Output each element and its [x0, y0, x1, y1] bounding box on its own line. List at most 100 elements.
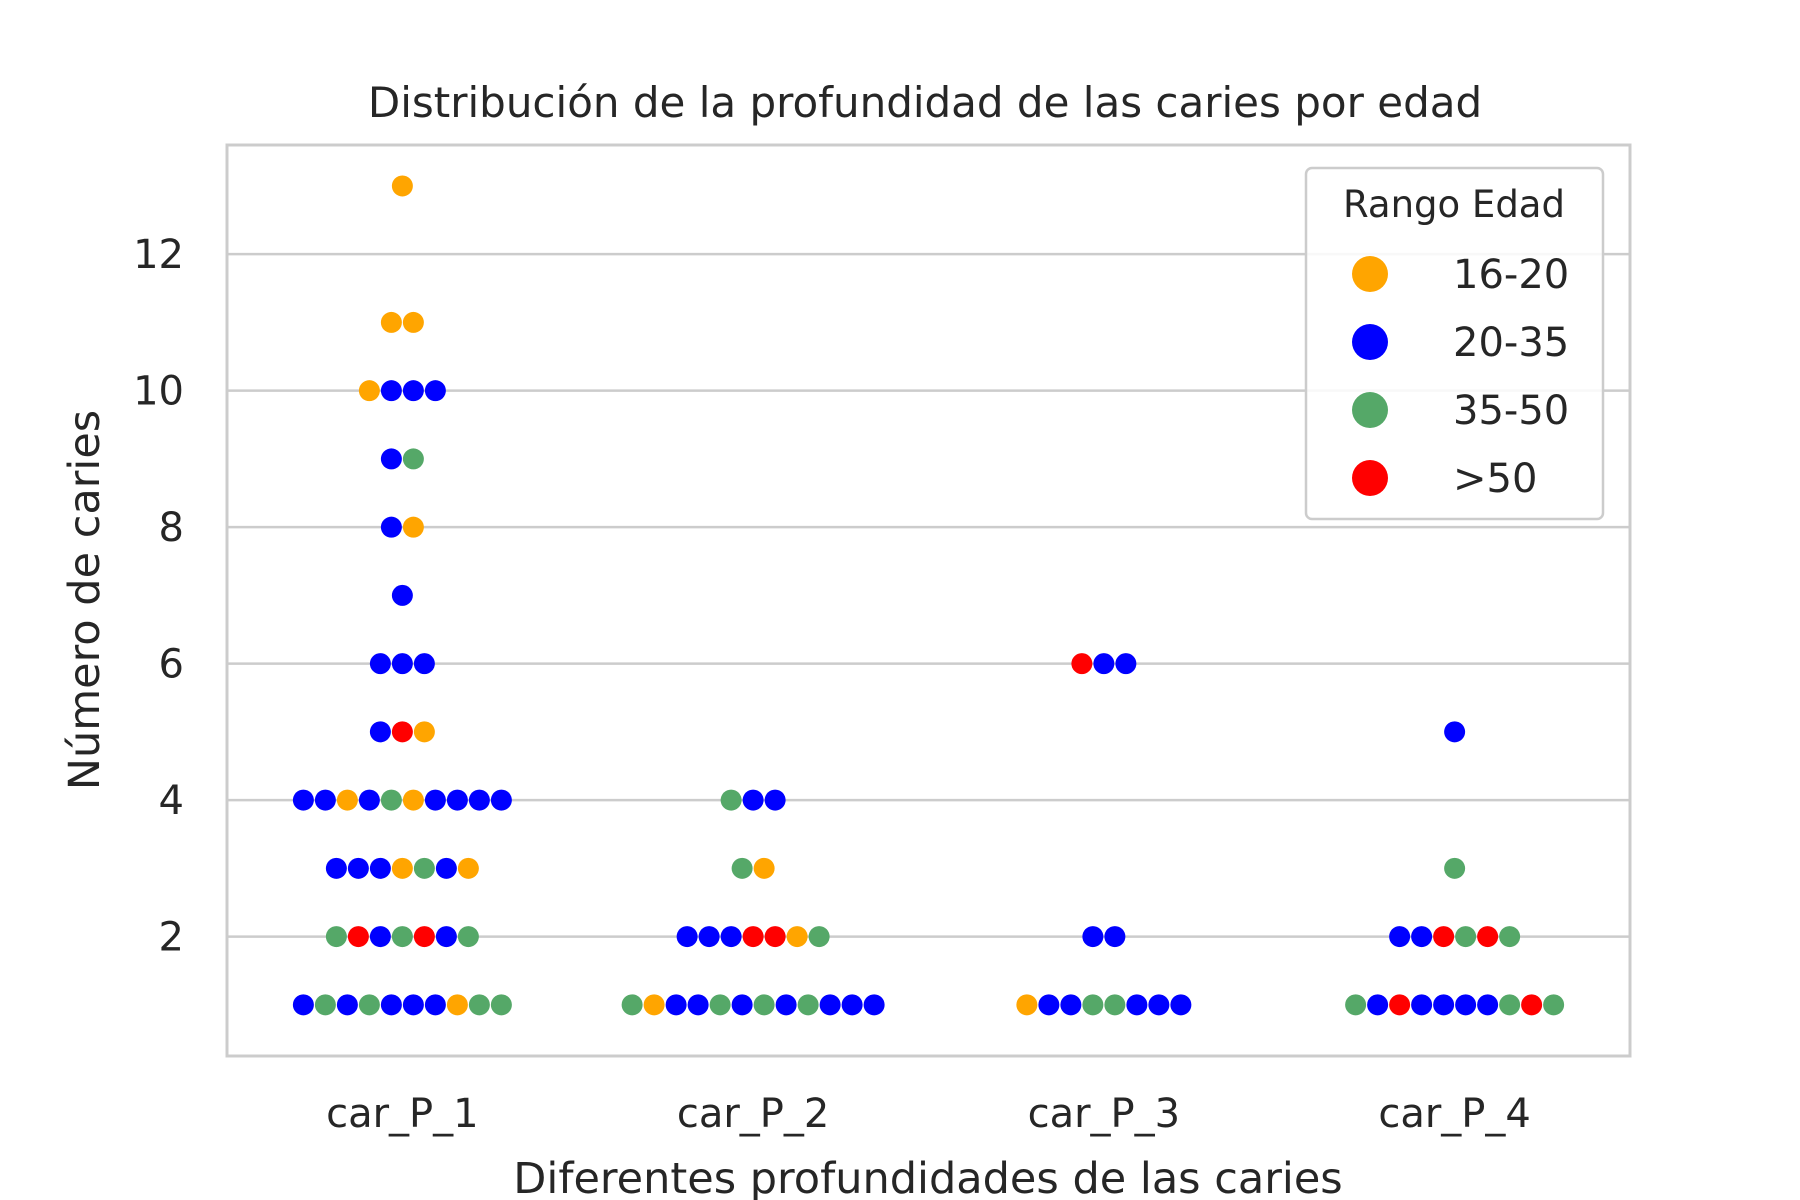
y-tick-4: 4	[159, 778, 184, 824]
point-car-p-4-y1-2	[1367, 994, 1389, 1016]
point-car-p-3-y1-2	[1038, 994, 1060, 1016]
point-car-p-4-y2-4	[1455, 926, 1477, 948]
point-car-p-1-y1-1	[292, 994, 314, 1016]
legend-marker-1	[1352, 256, 1388, 292]
point-car-p-1-y6-3	[413, 653, 435, 675]
point-car-p-1-y6-2	[391, 653, 413, 675]
point-car-p-1-y9-2	[402, 448, 424, 470]
point-car-p-2-y4-1	[720, 789, 742, 811]
point-car-p-3-y6-2	[1093, 653, 1115, 675]
point-car-p-2-y1-5	[709, 994, 731, 1016]
legend-label-2: 20-35	[1453, 320, 1569, 366]
point-car-p-1-y1-10	[490, 994, 512, 1016]
point-car-p-2-y3-1	[731, 857, 753, 879]
point-car-p-1-y3-2	[347, 857, 369, 879]
legend-box	[1304, 166, 1605, 521]
point-car-p-1-y4-4	[358, 789, 380, 811]
point-car-p-4-y2-1	[1389, 926, 1411, 948]
point-car-p-3-y6-3	[1115, 653, 1137, 675]
point-car-p-4-y1-6	[1455, 994, 1477, 1016]
point-car-p-4-y2-6	[1499, 926, 1521, 948]
point-car-p-1-y2-4	[391, 926, 413, 948]
point-car-p-4-y2-5	[1477, 926, 1499, 948]
point-car-p-1-y1-7	[424, 994, 446, 1016]
point-car-p-1-y1-9	[468, 994, 490, 1016]
point-car-p-2-y2-7	[808, 926, 830, 948]
point-car-p-2-y1-7	[753, 994, 775, 1016]
point-car-p-1-y2-2	[347, 926, 369, 948]
y-tick-labels: 2 4 6 8 10 12	[133, 232, 184, 960]
point-car-p-3-y1-8	[1170, 994, 1192, 1016]
point-car-p-4-y1-9	[1521, 994, 1543, 1016]
point-car-p-1-y1-8	[446, 994, 468, 1016]
point-car-p-2-y1-1	[621, 994, 643, 1016]
legend-marker-2	[1352, 324, 1388, 360]
point-car-p-4-y1-7	[1477, 994, 1499, 1016]
legend-label-1: 16-20	[1453, 252, 1569, 298]
point-car-p-3-y1-1	[1016, 994, 1038, 1016]
chart-title: Distribución de la profundidad de las ca…	[368, 78, 1482, 127]
point-car-p-2-y1-2	[643, 994, 665, 1016]
point-car-p-1-y2-5	[413, 926, 435, 948]
point-car-p-2-y1-10	[819, 994, 841, 1016]
point-car-p-1-y4-1	[292, 789, 314, 811]
point-car-p-1-y1-4	[358, 994, 380, 1016]
y-tick-8: 8	[159, 505, 184, 551]
point-car-p-1-y8-2	[402, 516, 424, 538]
point-car-p-2-y1-9	[797, 994, 819, 1016]
point-car-p-2-y2-6	[786, 926, 808, 948]
point-car-p-3-y1-4	[1082, 994, 1104, 1016]
data-points	[292, 175, 1565, 1016]
point-car-p-2-y1-3	[665, 994, 687, 1016]
point-car-p-1-y3-1	[325, 857, 347, 879]
point-car-p-1-y2-1	[325, 926, 347, 948]
x-tick-car-p-4: car_P_4	[1378, 1091, 1531, 1137]
point-car-p-1-y7-1	[391, 584, 413, 606]
point-car-p-3-y1-7	[1148, 994, 1170, 1016]
point-car-p-1-y4-6	[402, 789, 424, 811]
point-car-p-4-y2-3	[1433, 926, 1455, 948]
y-tick-2: 2	[159, 915, 184, 961]
point-car-p-1-y4-10	[490, 789, 512, 811]
plot-frame	[225, 143, 1632, 1058]
point-car-p-1-y1-2	[314, 994, 336, 1016]
x-axis-label: Diferentes profundidades de las caries	[513, 1154, 1342, 1200]
point-car-p-1-y1-5	[380, 994, 402, 1016]
point-car-p-1-y5-1	[369, 721, 391, 743]
y-tick-12: 12	[133, 232, 184, 278]
point-car-p-1-y2-6	[435, 926, 457, 948]
point-car-p-2-y2-1	[676, 926, 698, 948]
point-car-p-2-y2-3	[720, 926, 742, 948]
x-tick-labels: car_P_1 car_P_2 car_P_3 car_P_4	[326, 1091, 1531, 1137]
point-car-p-2-y1-12	[863, 994, 885, 1016]
point-car-p-1-y4-5	[380, 789, 402, 811]
point-car-p-1-y9-1	[380, 448, 402, 470]
point-car-p-1-y3-4	[391, 857, 413, 879]
point-car-p-1-y11-2	[402, 311, 424, 333]
point-car-p-1-y1-6	[402, 994, 424, 1016]
point-car-p-1-y4-3	[336, 789, 358, 811]
y-axis-label: Número de caries	[60, 410, 110, 790]
point-car-p-1-y11-1	[380, 311, 402, 333]
point-car-p-4-y3-1	[1444, 857, 1466, 879]
point-car-p-3-y2-2	[1104, 926, 1126, 948]
point-car-p-1-y4-2	[314, 789, 336, 811]
point-car-p-3-y1-6	[1126, 994, 1148, 1016]
point-car-p-1-y10-1	[358, 380, 380, 402]
point-car-p-1-y3-6	[435, 857, 457, 879]
point-car-p-4-y1-5	[1433, 994, 1455, 1016]
legend-label-4: >50	[1453, 456, 1537, 502]
x-tick-car-p-3: car_P_3	[1028, 1091, 1181, 1137]
point-car-p-4-y1-8	[1499, 994, 1521, 1016]
point-car-p-4-y1-1	[1345, 994, 1367, 1016]
point-car-p-2-y1-6	[731, 994, 753, 1016]
point-car-p-3-y1-3	[1060, 994, 1082, 1016]
x-tick-car-p-1: car_P_1	[326, 1091, 479, 1137]
point-car-p-1-y4-9	[468, 789, 490, 811]
point-car-p-4-y1-10	[1543, 994, 1565, 1016]
point-car-p-1-y4-7	[424, 789, 446, 811]
point-car-p-1-y3-7	[457, 857, 479, 879]
y-tick-6: 6	[159, 642, 184, 688]
point-car-p-3-y2-1	[1082, 926, 1104, 948]
point-car-p-4-y1-4	[1411, 994, 1433, 1016]
